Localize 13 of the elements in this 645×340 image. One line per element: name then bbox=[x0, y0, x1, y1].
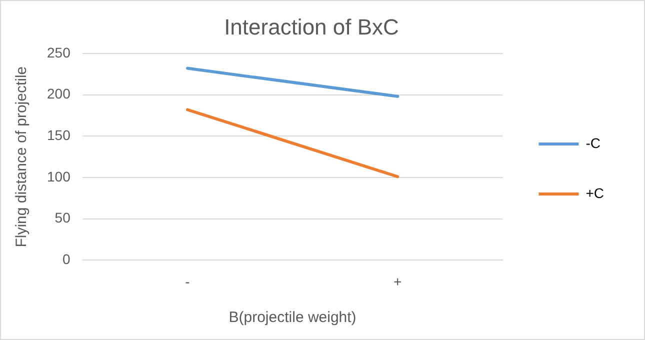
y-tick-label: 200 bbox=[47, 86, 71, 102]
x-tick-label: + bbox=[394, 273, 402, 290]
y-tick-label: 250 bbox=[47, 44, 71, 60]
x-axis-title: B(projectile weight) bbox=[228, 309, 356, 326]
y-tick-label: 0 bbox=[62, 251, 71, 268]
chart-title: Interaction of BxC bbox=[224, 14, 400, 40]
x-tick-label: - bbox=[185, 273, 190, 290]
y-tick-label: 100 bbox=[47, 168, 71, 184]
y-tick-label: 150 bbox=[47, 126, 71, 143]
legend-label: -C bbox=[586, 134, 600, 151]
y-tick-label: 50 bbox=[54, 210, 71, 226]
y-axis-title: Flying distance of projectile bbox=[13, 66, 30, 248]
legend-label: +C bbox=[586, 184, 604, 201]
